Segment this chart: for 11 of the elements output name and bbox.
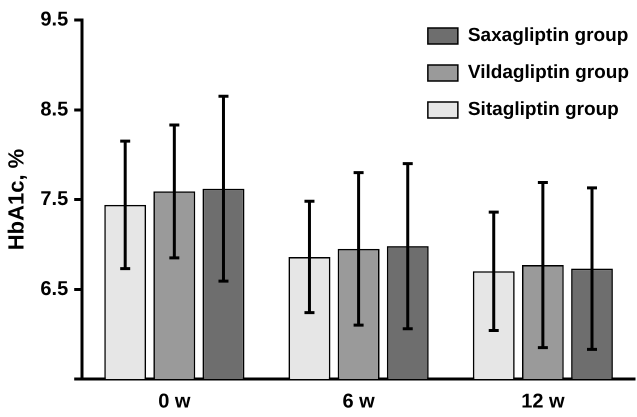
x-tick-label: 6 w <box>342 390 376 413</box>
x-tick-label: 12 w <box>521 390 565 413</box>
y-tick-label: 7.5 <box>40 188 68 210</box>
legend-label: Sitagliptin group <box>468 99 619 120</box>
x-tick-label: 0 w <box>158 390 191 413</box>
legend-label: Saxagliptin group <box>468 25 628 46</box>
y-axis-title: HbA1c, % <box>3 148 28 250</box>
legend-label: Vildagliptin group <box>468 62 629 84</box>
y-tick-label: 9.5 <box>40 8 68 31</box>
y-tick-label: 6.5 <box>40 278 68 300</box>
y-tick-label: 8.5 <box>40 98 68 120</box>
